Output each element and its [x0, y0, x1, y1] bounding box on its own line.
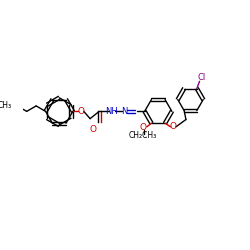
Text: O: O [78, 107, 84, 116]
Text: O: O [140, 123, 147, 132]
Text: N: N [122, 107, 128, 116]
Text: O: O [89, 125, 96, 134]
Text: NH: NH [106, 107, 118, 116]
Text: CH₃: CH₃ [0, 102, 12, 110]
Text: CH₂CH₃: CH₂CH₃ [128, 132, 156, 140]
Text: O: O [170, 122, 177, 131]
Text: Cl: Cl [197, 73, 205, 82]
